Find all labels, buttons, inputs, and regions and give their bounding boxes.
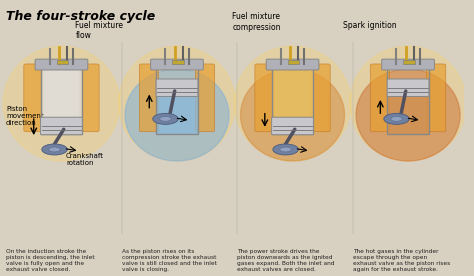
FancyBboxPatch shape [139, 64, 158, 132]
FancyBboxPatch shape [24, 64, 43, 132]
Ellipse shape [384, 113, 409, 124]
Ellipse shape [160, 116, 171, 121]
Text: Spark ignition: Spark ignition [343, 20, 397, 30]
FancyBboxPatch shape [151, 59, 203, 70]
Ellipse shape [240, 69, 345, 161]
FancyBboxPatch shape [255, 64, 274, 132]
Bar [156, 65, 198, 134]
FancyBboxPatch shape [311, 64, 330, 132]
FancyBboxPatch shape [80, 64, 99, 132]
Text: Crankshaft
rotation: Crankshaft rotation [66, 153, 104, 166]
Ellipse shape [280, 147, 292, 152]
Ellipse shape [234, 46, 351, 161]
Bar [272, 65, 313, 134]
Bar [403, 60, 415, 64]
Text: Fuel mixture
compression: Fuel mixture compression [232, 12, 281, 32]
Bar [156, 96, 198, 134]
Ellipse shape [356, 69, 460, 161]
FancyBboxPatch shape [382, 59, 434, 70]
Ellipse shape [42, 144, 67, 155]
Bar [387, 96, 429, 134]
FancyBboxPatch shape [266, 59, 319, 70]
Ellipse shape [273, 144, 298, 155]
Text: The four-stroke cycle: The four-stroke cycle [6, 10, 155, 23]
FancyBboxPatch shape [156, 79, 198, 97]
Ellipse shape [350, 46, 466, 161]
Ellipse shape [125, 69, 229, 161]
FancyBboxPatch shape [370, 64, 390, 132]
FancyBboxPatch shape [195, 64, 215, 132]
Bar [57, 60, 68, 64]
Bar [272, 65, 313, 118]
FancyBboxPatch shape [387, 79, 429, 97]
FancyBboxPatch shape [35, 59, 88, 70]
Bar [41, 65, 82, 134]
Bar [387, 65, 429, 134]
Bar [288, 60, 300, 64]
Ellipse shape [119, 46, 235, 161]
Ellipse shape [3, 46, 120, 161]
FancyBboxPatch shape [41, 117, 82, 135]
Text: Piston
movement
direction: Piston movement direction [6, 106, 44, 126]
FancyBboxPatch shape [272, 117, 313, 135]
Ellipse shape [49, 147, 60, 152]
FancyBboxPatch shape [427, 64, 446, 132]
Ellipse shape [153, 113, 178, 124]
Text: Fuel mixture
flow: Fuel mixture flow [75, 20, 123, 40]
Bar [41, 65, 82, 118]
Text: The hot gases in the cylinder
escape through the open
exhaust valve as the pisto: The hot gases in the cylinder escape thr… [353, 250, 450, 272]
Text: The power stroke drives the
piston downwards as the ignited
gases expand. Both t: The power stroke drives the piston downw… [237, 250, 335, 272]
Bar [173, 60, 184, 64]
Text: On the induction stroke the
piston is descending, the inlet
valve is fully open : On the induction stroke the piston is de… [6, 250, 95, 272]
Text: As the piston rises on its
compression stroke the exhaust
valve is still closed : As the piston rises on its compression s… [121, 250, 217, 272]
Ellipse shape [391, 116, 402, 121]
